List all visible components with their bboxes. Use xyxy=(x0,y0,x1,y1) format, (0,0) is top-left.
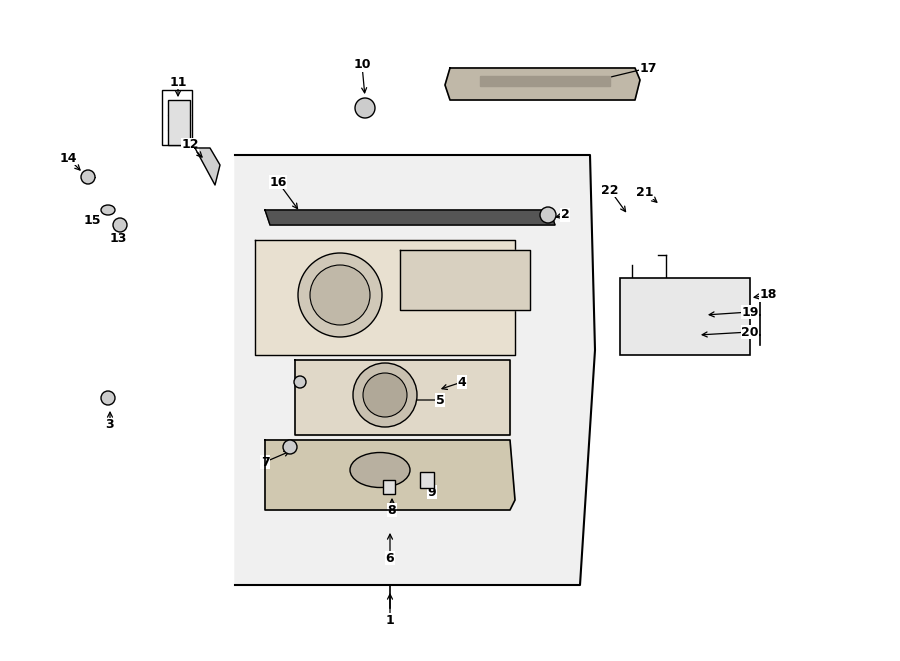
Text: 19: 19 xyxy=(742,305,759,319)
Circle shape xyxy=(353,363,417,427)
Text: 21: 21 xyxy=(636,186,653,198)
Text: 6: 6 xyxy=(386,551,394,564)
Bar xyxy=(162,90,192,145)
Text: 5: 5 xyxy=(436,393,445,407)
Circle shape xyxy=(283,440,297,454)
Text: 2: 2 xyxy=(561,208,570,221)
Circle shape xyxy=(540,207,556,223)
Circle shape xyxy=(355,98,375,118)
Text: 16: 16 xyxy=(269,176,287,188)
Text: 1: 1 xyxy=(385,613,394,627)
Ellipse shape xyxy=(101,205,115,215)
Polygon shape xyxy=(255,240,515,355)
Polygon shape xyxy=(445,68,640,100)
Text: 17: 17 xyxy=(639,61,657,75)
Text: 18: 18 xyxy=(760,288,777,301)
Circle shape xyxy=(81,170,95,184)
Polygon shape xyxy=(195,148,220,185)
Circle shape xyxy=(310,265,370,325)
Text: 15: 15 xyxy=(83,214,101,227)
Polygon shape xyxy=(265,440,515,510)
Text: 22: 22 xyxy=(601,184,619,196)
Text: 13: 13 xyxy=(109,231,127,245)
Ellipse shape xyxy=(350,453,410,488)
Text: 11: 11 xyxy=(169,75,187,89)
Text: 8: 8 xyxy=(388,504,396,516)
Bar xyxy=(168,100,190,145)
Bar xyxy=(383,480,395,494)
Text: 3: 3 xyxy=(105,418,114,432)
Bar xyxy=(620,278,750,355)
Polygon shape xyxy=(265,210,555,225)
Polygon shape xyxy=(400,250,530,310)
Text: 7: 7 xyxy=(261,455,269,469)
Text: 20: 20 xyxy=(742,325,759,338)
Text: 9: 9 xyxy=(428,485,436,498)
Polygon shape xyxy=(480,76,610,86)
Bar xyxy=(420,472,434,488)
Polygon shape xyxy=(235,155,595,585)
Circle shape xyxy=(113,218,127,232)
Circle shape xyxy=(101,391,115,405)
Polygon shape xyxy=(295,360,510,435)
Text: 14: 14 xyxy=(59,151,76,165)
Text: 12: 12 xyxy=(181,139,199,151)
Text: 4: 4 xyxy=(457,375,466,389)
Circle shape xyxy=(298,253,382,337)
Text: 10: 10 xyxy=(353,59,371,71)
Circle shape xyxy=(294,376,306,388)
Circle shape xyxy=(363,373,407,417)
